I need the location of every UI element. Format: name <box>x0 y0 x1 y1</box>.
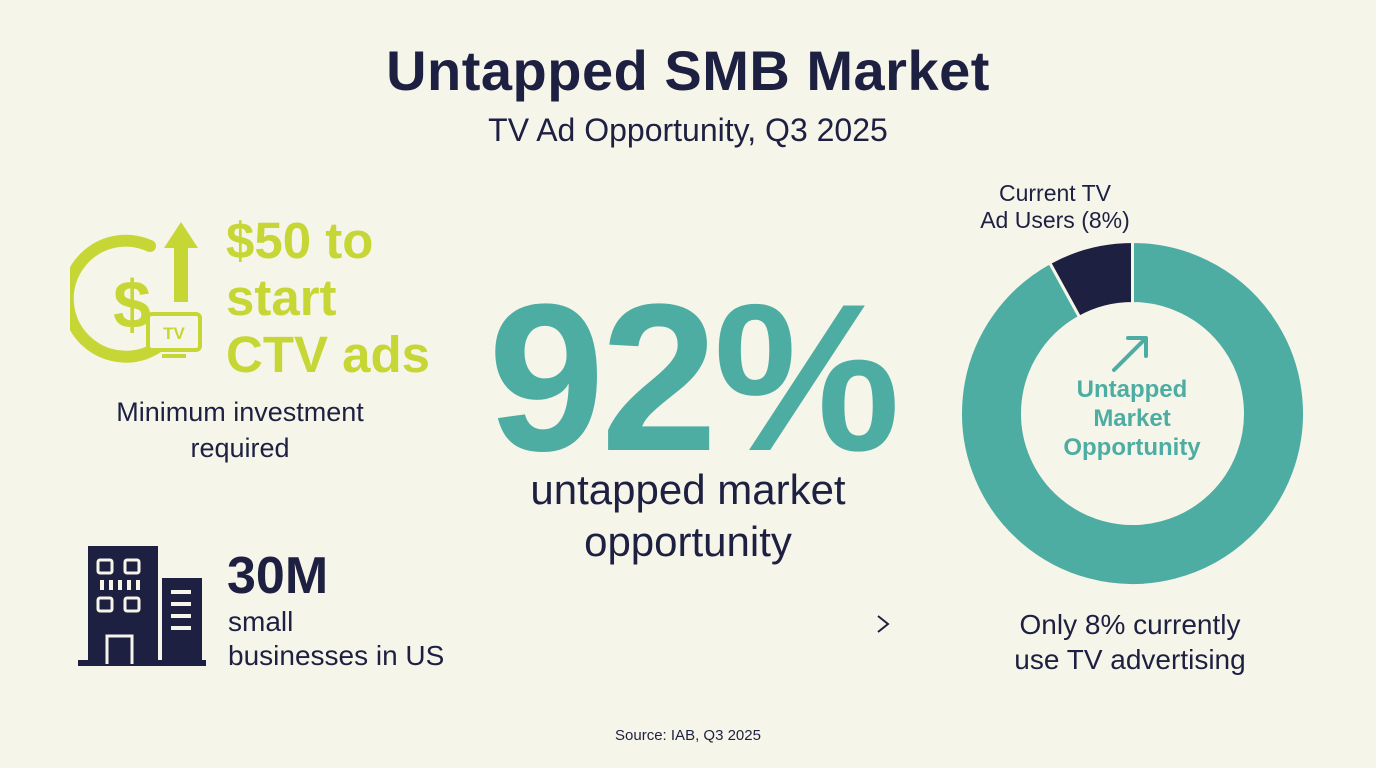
cost-caption: Minimum investment required <box>60 394 420 466</box>
highlight-value: 92% <box>488 260 900 495</box>
dollar-growth-tv-icon: $ TV <box>70 222 202 363</box>
donut-caption-line: Only 8% currently <box>1019 609 1241 640</box>
donut-caption: Only 8% currently use TV advertising <box>970 607 1290 677</box>
donut-segment-label-line: Current TV <box>998 180 1112 206</box>
donut-chart <box>959 239 1306 587</box>
office-building-icon <box>78 546 206 666</box>
cost-headline: $50 to start CTV ads <box>226 212 466 383</box>
highlight-caption-line: opportunity <box>584 518 792 565</box>
cost-headline-line: $50 to <box>226 212 374 269</box>
donut-segment-label: Current TV Ad Users (8%) <box>950 180 1160 234</box>
businesses-value: 30M <box>227 547 329 605</box>
cost-headline-line: start <box>226 269 337 326</box>
source-note: Source: IAB, Q3 2025 <box>615 727 761 744</box>
highlight-caption: untapped market opportunity <box>470 464 906 568</box>
donut-center-label-line: Market <box>1093 405 1171 432</box>
donut-caption-line: use TV advertising <box>1014 644 1246 675</box>
businesses-caption: small businesses in US <box>228 605 488 673</box>
tv-icon-label: TV <box>163 324 185 343</box>
page-title: Untapped SMB Market <box>386 39 990 102</box>
arrow-up-right-icon <box>1112 336 1148 372</box>
businesses-caption-line: small <box>228 606 294 637</box>
donut-slice-untapped <box>959 239 1306 587</box>
businesses-caption-line: businesses in US <box>228 640 445 671</box>
donut-center-label-line: Opportunity <box>1063 434 1201 461</box>
connector-arrow-icon <box>486 615 890 633</box>
cost-caption-line: required <box>190 433 290 463</box>
svg-text:$: $ <box>113 267 151 343</box>
donut-center-label: Untapped Market Opportunity <box>1032 375 1232 462</box>
cost-caption-line: Minimum investment <box>116 397 364 427</box>
page-subtitle: TV Ad Opportunity, Q3 2025 <box>488 112 888 148</box>
donut-segment-label-line: Ad Users (8%) <box>980 207 1130 233</box>
donut-center-label-line: Untapped <box>1076 376 1188 403</box>
cost-headline-line: CTV ads <box>226 326 431 383</box>
highlight-caption-line: untapped market <box>530 466 846 513</box>
